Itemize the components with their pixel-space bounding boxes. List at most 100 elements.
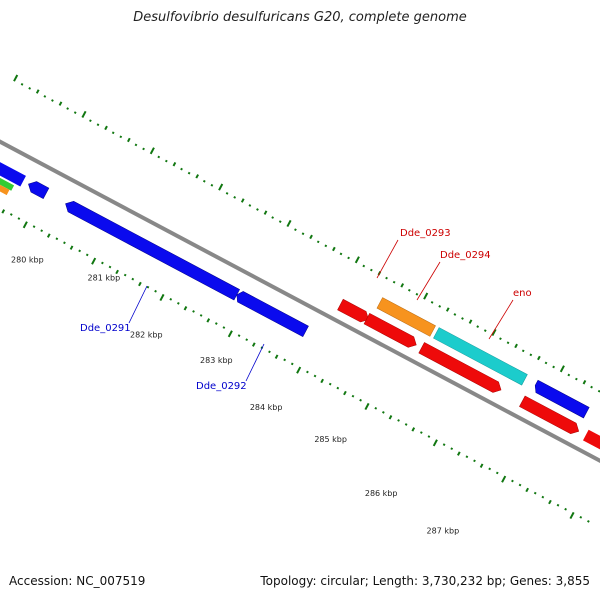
minor-tick xyxy=(245,338,249,342)
gene-label-dde0293[interactable]: Dde_0293 xyxy=(400,228,451,239)
minor-tick xyxy=(138,281,142,287)
minor-tick xyxy=(362,264,366,268)
minor-tick xyxy=(537,355,541,361)
minor-tick xyxy=(248,204,252,207)
minor-tick xyxy=(339,252,343,256)
major-tick xyxy=(91,257,97,265)
gene-bar-cyan-eno[interactable] xyxy=(433,327,528,386)
minor-tick xyxy=(461,317,464,320)
minor-tick xyxy=(525,487,529,493)
gene-bar-red-right-2[interactable] xyxy=(582,429,600,469)
minor-tick xyxy=(404,423,408,426)
minor-tick xyxy=(271,216,275,219)
minor-tick xyxy=(73,111,77,114)
gene-bar-blue-left-edge[interactable] xyxy=(0,149,26,187)
scale-label: 286 kbp xyxy=(365,489,398,498)
minor-tick xyxy=(382,411,385,414)
minor-tick xyxy=(457,451,461,456)
genome-backbone xyxy=(0,131,600,474)
minor-tick xyxy=(400,283,405,288)
minor-tick xyxy=(222,326,226,329)
minor-tick xyxy=(274,354,279,359)
major-tick xyxy=(149,147,155,155)
outer-tick-row xyxy=(13,74,600,393)
minor-tick xyxy=(183,306,188,311)
minor-tick xyxy=(180,167,183,171)
gene-arrow-blue-right-1[interactable] xyxy=(532,379,590,419)
gene-arrow-red-right-1[interactable] xyxy=(519,395,581,437)
gene-label-dde0294[interactable]: Dde_0294 xyxy=(440,250,491,261)
topology-summary: Topology: circular; Length: 3,730,232 bp… xyxy=(260,574,590,588)
gene-arrow-blue-dde0291[interactable] xyxy=(63,198,240,301)
minor-tick xyxy=(359,398,362,402)
minor-tick xyxy=(587,520,590,523)
minor-tick xyxy=(351,394,355,398)
major-tick xyxy=(286,219,292,228)
gene-label-leaders xyxy=(128,239,514,382)
minor-tick xyxy=(154,289,157,293)
reverse-strand-genes xyxy=(0,149,309,338)
minor-tick xyxy=(309,234,313,240)
minor-tick xyxy=(43,95,47,98)
minor-tick xyxy=(17,217,21,220)
gene-arrow-red-1[interactable] xyxy=(337,298,372,325)
gene-bar-orange-dde0293[interactable] xyxy=(376,297,436,337)
minor-tick xyxy=(529,353,533,357)
minor-tick xyxy=(518,483,522,487)
major-tick xyxy=(501,475,507,483)
scale-label: 285 kbp xyxy=(314,435,347,444)
major-tick xyxy=(432,439,438,447)
major-tick xyxy=(227,330,233,338)
minor-tick xyxy=(268,350,271,354)
minor-tick xyxy=(294,228,297,232)
minor-tick xyxy=(101,261,104,265)
major-tick xyxy=(296,366,302,374)
gene-label-eno[interactable]: eno xyxy=(513,288,532,299)
minor-tick xyxy=(548,499,552,505)
minor-tick xyxy=(55,237,59,241)
minor-tick xyxy=(131,277,135,281)
minor-tick xyxy=(438,305,442,308)
gene-arrow-red-dde0294[interactable] xyxy=(418,342,504,395)
minor-tick xyxy=(582,379,587,385)
scale-label: 282 kbp xyxy=(130,330,163,339)
minor-tick xyxy=(89,119,92,123)
gene-label-dde0292[interactable]: Dde_0292 xyxy=(196,381,247,392)
minor-tick xyxy=(134,143,138,147)
gene-arrow-red-dde0293[interactable] xyxy=(363,312,419,350)
minor-tick xyxy=(347,256,350,260)
minor-tick xyxy=(579,515,583,519)
minor-tick xyxy=(328,382,332,386)
minor-tick xyxy=(407,288,411,292)
minor-tick xyxy=(453,313,457,316)
minor-tick xyxy=(316,240,320,244)
minor-tick xyxy=(473,459,476,463)
minor-tick xyxy=(199,314,203,317)
minor-tick xyxy=(40,229,44,233)
minor-tick xyxy=(488,467,492,471)
minor-tick xyxy=(343,390,347,396)
minor-tick xyxy=(115,269,119,275)
minor-tick xyxy=(445,307,450,312)
minor-tick xyxy=(336,386,340,390)
minor-tick xyxy=(590,385,593,389)
minor-tick xyxy=(541,495,545,499)
minor-tick xyxy=(567,373,571,377)
minor-tick xyxy=(450,447,454,451)
minor-tick xyxy=(123,273,127,277)
minor-tick xyxy=(157,155,161,159)
gene-arrow-blue-small[interactable] xyxy=(26,179,50,200)
scale-label: 280 kbp xyxy=(11,256,44,265)
gene-arrow-blue-dde0292[interactable] xyxy=(234,289,309,338)
gene-label-dde0291[interactable]: Dde_0291 xyxy=(80,323,131,334)
minor-tick xyxy=(46,233,51,238)
minor-tick xyxy=(195,174,200,179)
gene-bar-green-left-edge[interactable] xyxy=(0,161,15,191)
minor-tick xyxy=(564,507,567,511)
minor-tick xyxy=(556,503,560,507)
major-tick xyxy=(354,256,360,264)
accession-text: Accession: NC_007519 xyxy=(9,574,146,588)
minor-tick xyxy=(465,455,469,459)
map-title: Desulfovibrio desulfuricans G20, complet… xyxy=(133,10,467,25)
minor-tick xyxy=(108,265,112,269)
